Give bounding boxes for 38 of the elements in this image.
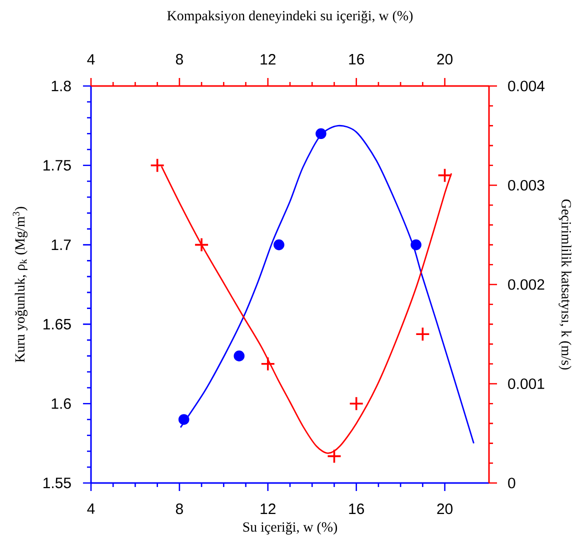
y2-tick-label: 0.002 (508, 279, 544, 290)
x-tick-label: 4 (87, 504, 95, 514)
point (316, 128, 326, 140)
x2-axis-title: Kompaksiyon deneyindeki su içeriği, w (%) (167, 10, 413, 24)
y-tick-label: 1.7 (52, 240, 71, 250)
y-tick-label: 1.55 (44, 478, 71, 488)
x2-tick-label: 4 (87, 54, 95, 64)
point (415, 326, 430, 342)
y2-tick-label: 0.003 (508, 180, 544, 191)
x-axis-title: Su içeriği, w (%) (243, 522, 338, 535)
point (410, 239, 422, 250)
y2-tick-label: 0.004 (508, 80, 544, 92)
y-tick-label: 1.8 (52, 80, 71, 92)
x2-tick-label: 12 (260, 54, 276, 64)
y-tick-label: 1.75 (44, 160, 71, 171)
y-axis-title: Kuru yoğunluk, ρ$_{k}$ (Mg/m$^{3}$) (12, 206, 28, 362)
point (348, 396, 364, 411)
x2-tick-label: 16 (349, 54, 364, 64)
x-tick-label: 12 (260, 504, 276, 514)
point (326, 448, 342, 464)
point (234, 350, 245, 362)
point (260, 356, 276, 372)
y2-tick-label: 0 (508, 478, 516, 488)
x2-tick-label: 20 (437, 54, 452, 64)
y-tick-label: 1.65 (44, 318, 71, 330)
y-tick-label: 1.6 (52, 398, 71, 409)
line-series (180, 124, 474, 444)
x-tick-label: 20 (437, 504, 452, 514)
x-tick-label: 16 (349, 504, 364, 514)
x2-tick-label: 8 (176, 54, 183, 64)
x-tick-label: 8 (176, 504, 183, 514)
point (178, 414, 190, 425)
point (274, 239, 284, 250)
point (150, 158, 165, 173)
y2-tick-label: 0.001 (508, 378, 544, 390)
point (194, 237, 209, 252)
point (437, 168, 452, 183)
y2-axis-title: Geçirimlilik katsatyısı, k (m/s) (558, 199, 572, 370)
